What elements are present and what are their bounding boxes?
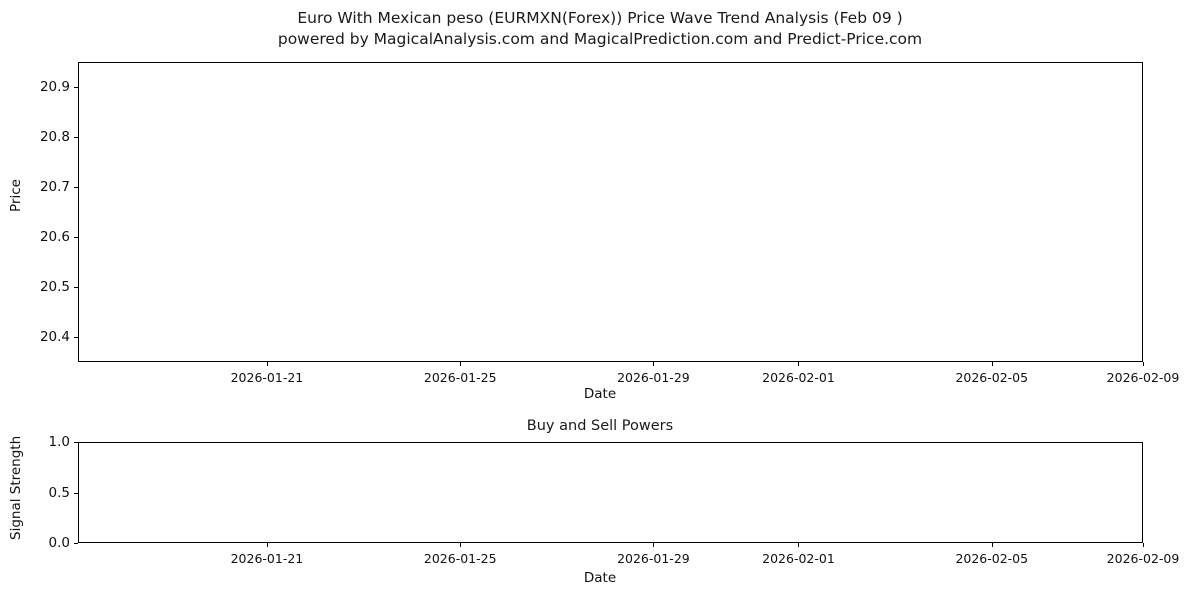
price-y-tickmark (74, 237, 78, 238)
price-y-tick-label: 20.9 (39, 79, 70, 95)
price-y-tickmark (74, 337, 78, 338)
signal-x-tick-label: 2026-02-01 (762, 551, 835, 566)
page-title: Euro With Mexican peso (EURMXN(Forex)) P… (0, 8, 1200, 50)
price-wave-chart: MagicalAnalysis.com MagicalPrediction.co… (78, 62, 1143, 362)
title-line-1: Euro With Mexican peso (EURMXN(Forex)) P… (297, 9, 903, 27)
price-x-tick-label: 2026-01-21 (230, 370, 304, 385)
price-x-tickmark (991, 362, 993, 366)
price-axis-label-x: Date (583, 386, 617, 402)
price-x-tick-label: 2026-01-29 (617, 370, 690, 385)
price-plot-frame (78, 62, 1143, 362)
price-x-tick-label: 2026-01-25 (423, 370, 497, 385)
signal-y-tick-label: 0.0 (48, 535, 70, 551)
signal-x-tickmark (266, 543, 268, 547)
price-x-tickmark (460, 362, 462, 366)
price-x-tick-label: 2026-02-05 (955, 370, 1029, 385)
signal-x-tickmark (1143, 543, 1144, 547)
signal-x-tickmark (798, 543, 800, 547)
price-y-tickmark (74, 87, 78, 88)
signal-x-tickmark (991, 543, 993, 547)
signal-chart-title: Buy and Sell Powers (526, 418, 674, 434)
signal-y-tick-label: 0.5 (48, 484, 70, 501)
signal-x-tick-label: 2026-02-05 (955, 551, 1029, 566)
price-y-tickmark (74, 137, 78, 138)
price-y-tickmark (74, 187, 78, 188)
title-line-2: powered by MagicalAnalysis.com and Magic… (277, 30, 923, 48)
signal-x-tick-label: 2026-01-25 (423, 551, 497, 566)
signal-x-tickmark (653, 543, 655, 547)
price-y-tick-label: 20.6 (39, 229, 70, 245)
signal-y-tick-label: 1.0 (48, 434, 70, 450)
price-x-tickmark (798, 362, 800, 366)
price-y-tick-label: 20.8 (39, 129, 70, 145)
signal-y-tickmark (74, 492, 78, 494)
price-x-tick-label: 2026-02-09 (1106, 370, 1180, 385)
price-y-tick-label: 20.5 (39, 279, 70, 295)
price-x-tick-label: 2026-02-01 (762, 370, 835, 385)
buy-sell-powers-chart: MagicalAnalysis.com MagicalPrediction.co… (78, 442, 1143, 543)
price-x-tickmark (1143, 362, 1144, 366)
price-x-tickmark (266, 362, 268, 366)
signal-x-tickmark (460, 543, 462, 547)
price-y-tickmark (74, 287, 78, 288)
price-x-tickmark (653, 362, 655, 366)
signal-y-tickmark (74, 442, 78, 443)
signal-x-tick-label: 2026-01-29 (617, 551, 690, 566)
signal-x-tick-label: 2026-01-21 (230, 551, 304, 566)
signal-axis-label-x: Date (583, 570, 617, 586)
signal-x-tick-label: 2026-02-09 (1106, 551, 1180, 566)
signal-y-tickmark (74, 543, 78, 544)
signal-plot-frame (78, 442, 1143, 543)
price-y-tick-label: 20.7 (39, 179, 70, 195)
price-y-tick-label: 20.4 (39, 329, 70, 345)
